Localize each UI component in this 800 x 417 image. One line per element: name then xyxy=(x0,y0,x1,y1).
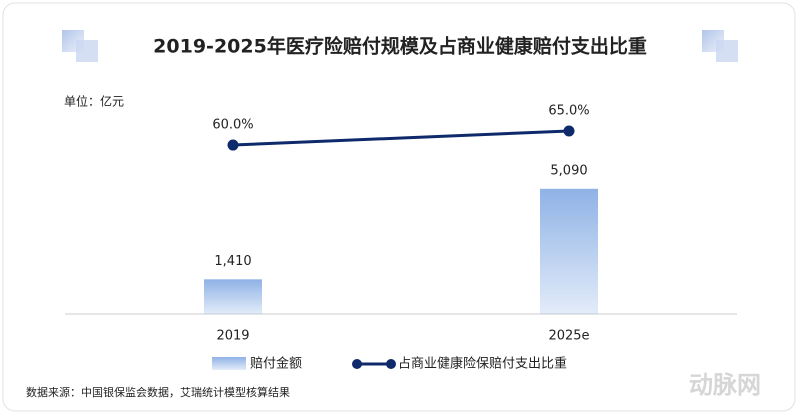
legend-dot xyxy=(386,359,396,369)
x-tick-label: 2019 xyxy=(216,329,249,344)
data-label: 65.0% xyxy=(548,103,589,118)
legend-dot xyxy=(352,359,362,369)
source: 数据来源：中国银保监会数据，艾瑞统计模型核算结果 xyxy=(26,385,290,399)
x-tick-label: 2025e xyxy=(548,329,589,344)
frame xyxy=(2,2,796,412)
legend-label: 赔付金额 xyxy=(250,356,302,372)
line-point xyxy=(227,139,239,151)
line xyxy=(232,129,570,147)
data-label: 60.0% xyxy=(212,118,253,133)
bar xyxy=(204,279,262,314)
chart-title: 2019-2025年医疗险赔付规模及占商业健康赔付支出比重 xyxy=(153,35,647,58)
line-point xyxy=(563,125,575,137)
watermark: 动脉网 xyxy=(689,371,761,399)
legend-swatch xyxy=(212,357,246,370)
bar xyxy=(540,188,598,314)
legend-label: 占商业健康险保赔付支出比重 xyxy=(398,356,567,372)
unit-label: 单位：亿元 xyxy=(64,94,124,109)
data-label: 5,090 xyxy=(550,163,587,178)
data-label: 1,410 xyxy=(214,254,251,269)
decor xyxy=(62,30,738,62)
